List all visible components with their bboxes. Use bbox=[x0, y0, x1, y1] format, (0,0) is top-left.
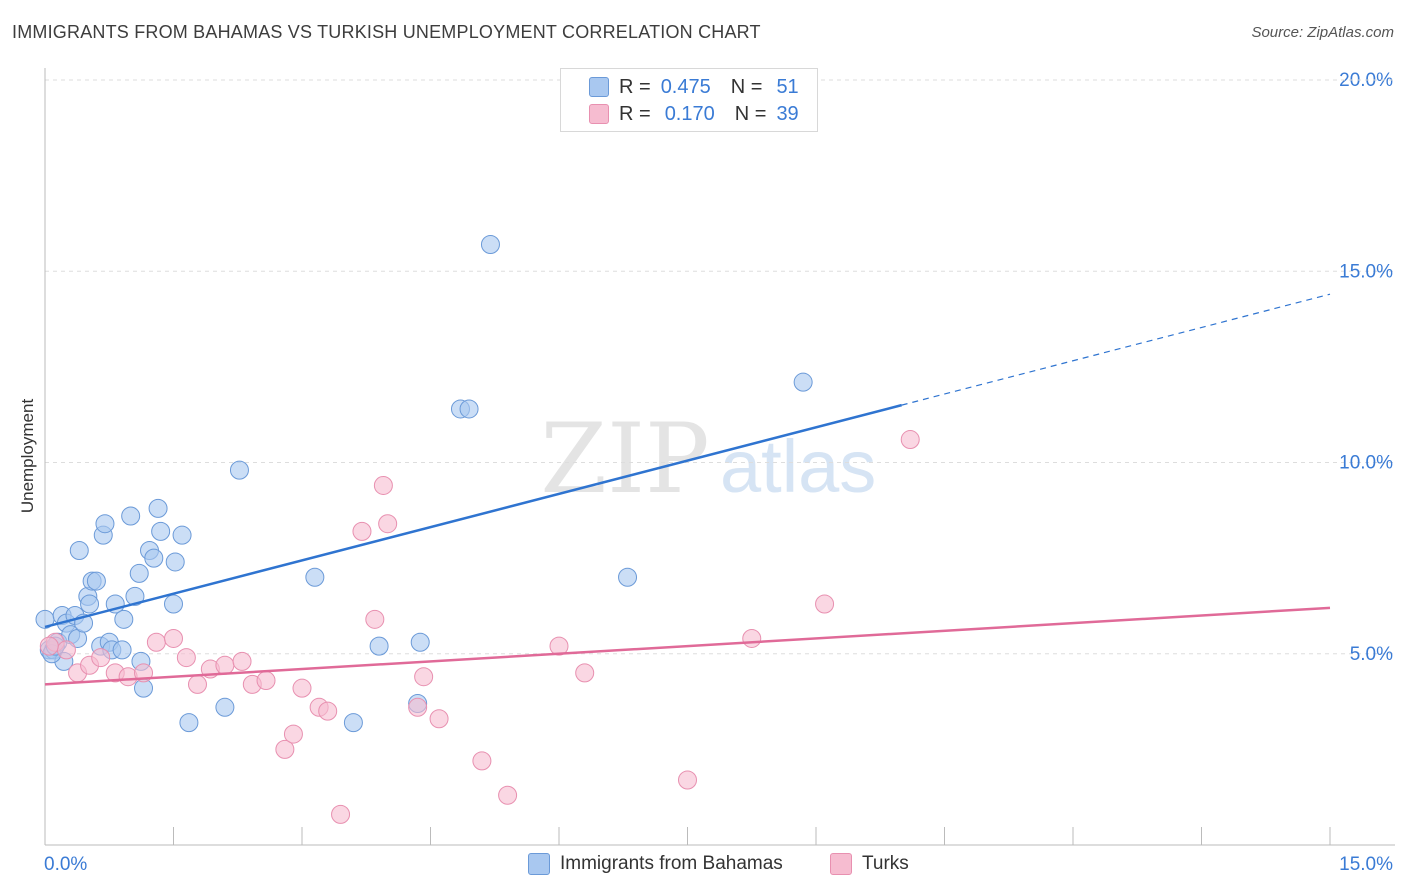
legend-n-label: N = bbox=[734, 102, 767, 125]
turks-point bbox=[378, 514, 398, 534]
bahamas-point bbox=[165, 552, 185, 572]
bahamas-point bbox=[459, 399, 479, 419]
turks-point bbox=[176, 648, 196, 668]
y-tick-label: 15.0% bbox=[1339, 261, 1393, 282]
legend-r-label: R = bbox=[619, 75, 651, 98]
legend-r-value: 0.475 bbox=[660, 75, 711, 98]
bahamas-point bbox=[86, 571, 106, 591]
legend-n-label: N = bbox=[730, 75, 763, 98]
turks-point bbox=[56, 640, 76, 660]
legend-swatch-bahamas bbox=[589, 77, 609, 97]
bahamas-point bbox=[69, 540, 89, 560]
bottom-legend-swatch-bahamas bbox=[528, 853, 550, 875]
x-tick-label: 0.0% bbox=[44, 854, 87, 875]
turks-point bbox=[283, 724, 303, 744]
watermark-atlas: atlas bbox=[720, 425, 876, 508]
bahamas-point bbox=[151, 521, 171, 541]
turks-point bbox=[742, 628, 762, 648]
legend-n-value: 51 bbox=[776, 75, 799, 98]
legend-swatch-turks bbox=[589, 104, 609, 124]
turks-point bbox=[373, 475, 393, 495]
turks-point bbox=[232, 651, 252, 671]
bahamas-point bbox=[618, 567, 638, 587]
bahamas-point bbox=[369, 636, 389, 656]
bahamas-point bbox=[148, 498, 168, 518]
turks-point bbox=[275, 739, 295, 759]
turks-point bbox=[365, 609, 385, 629]
bottom-legend-bahamas: Immigrants from Bahamas bbox=[528, 850, 783, 878]
turks-point bbox=[498, 785, 518, 805]
y-tick-label: 5.0% bbox=[1350, 644, 1393, 665]
turks-point bbox=[815, 594, 835, 614]
bahamas-point bbox=[121, 506, 141, 526]
turks-point bbox=[215, 655, 235, 675]
bahamas-point bbox=[144, 548, 164, 568]
legend-row-bahamas: R = 0.475 N = 51 bbox=[619, 74, 799, 100]
bahamas-point bbox=[112, 640, 132, 660]
turks-point bbox=[146, 632, 166, 652]
bahamas-point bbox=[114, 609, 134, 629]
bottom-legend-label-turks: Turks bbox=[862, 853, 909, 874]
turks-point bbox=[331, 804, 351, 824]
bottom-legend-swatch-turks bbox=[830, 853, 852, 875]
turks-point bbox=[91, 648, 111, 668]
turks-point bbox=[575, 663, 595, 683]
legend-n-value: 39 bbox=[776, 102, 799, 125]
turks-point bbox=[408, 697, 428, 717]
watermark-zip: ZIP bbox=[540, 403, 709, 515]
turks-point bbox=[472, 751, 492, 771]
bahamas-point bbox=[305, 567, 325, 587]
bottom-legend-turks: Turks bbox=[830, 850, 909, 878]
bahamas-point bbox=[172, 525, 192, 545]
turks-point bbox=[292, 678, 312, 698]
bahamas-point bbox=[229, 460, 249, 480]
legend-r-value: 0.170 bbox=[664, 102, 715, 125]
turks-point bbox=[900, 430, 920, 450]
y-tick-label: 10.0% bbox=[1339, 453, 1393, 474]
turks-trend-line bbox=[44, 606, 1331, 686]
bahamas-point bbox=[95, 514, 115, 534]
bahamas-point bbox=[179, 713, 199, 733]
bahamas-point bbox=[215, 697, 235, 717]
turks-point bbox=[352, 521, 372, 541]
correlation-legend: R = 0.475 N = 51 R = 0.170 N = 39 bbox=[560, 68, 818, 132]
turks-point bbox=[164, 628, 183, 648]
x-tick-label: 15.0% bbox=[1339, 854, 1393, 875]
bahamas-point bbox=[125, 586, 145, 606]
legend-r-label: R = bbox=[619, 102, 651, 125]
chart-title: IMMIGRANTS FROM BAHAMAS VS TURKISH UNEMP… bbox=[12, 22, 761, 42]
source-label: Source: ZipAtlas.com bbox=[1251, 24, 1394, 41]
bahamas-point bbox=[410, 632, 430, 652]
turks-point bbox=[429, 709, 449, 729]
bahamas-point bbox=[164, 594, 183, 614]
turks-point bbox=[318, 701, 338, 721]
bahamas-trend-line bbox=[44, 403, 902, 629]
turks-point bbox=[39, 636, 59, 656]
bahamas-point bbox=[480, 234, 500, 254]
turks-point bbox=[414, 667, 434, 687]
bahamas-point bbox=[80, 594, 100, 614]
legend-row-turks: R = 0.170 N = 39 bbox=[619, 101, 799, 127]
bahamas-trend-extension bbox=[901, 293, 1331, 406]
bahamas-point bbox=[343, 713, 363, 733]
turks-point bbox=[549, 636, 569, 656]
bottom-legend-label-bahamas: Immigrants from Bahamas bbox=[560, 853, 783, 874]
turks-point bbox=[256, 671, 276, 691]
bahamas-point bbox=[129, 563, 149, 583]
turks-point bbox=[678, 770, 697, 790]
turks-point bbox=[187, 674, 207, 694]
bahamas-point bbox=[793, 372, 813, 392]
